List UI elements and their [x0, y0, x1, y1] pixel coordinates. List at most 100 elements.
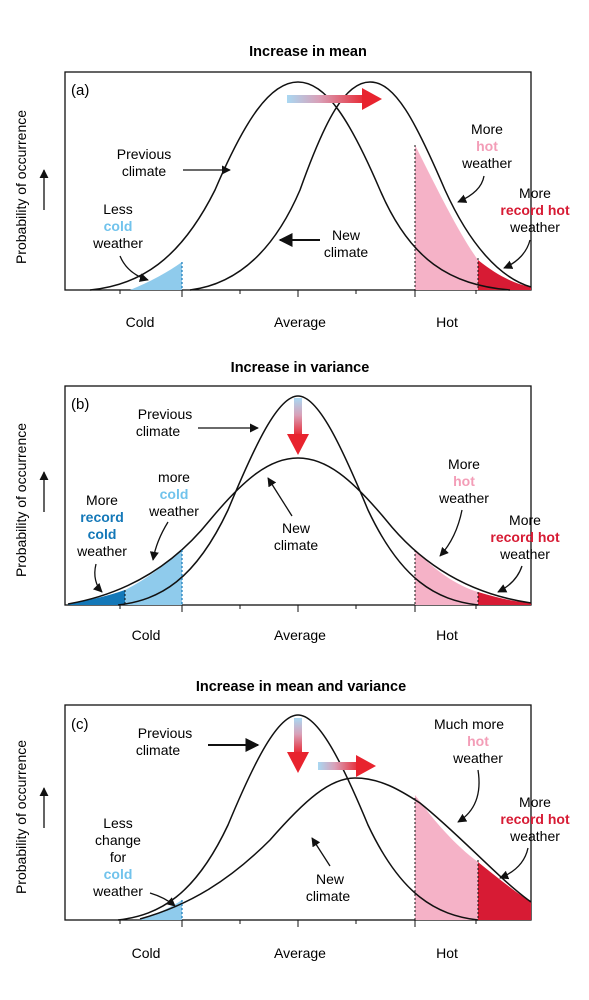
svg-text:More: More: [471, 121, 503, 137]
variance-arrow-head: [287, 752, 309, 773]
tick-label-hot: Hot: [436, 945, 458, 961]
new-climate-pointer: [267, 477, 293, 517]
less-change-cold-label: Less change for cold weather: [92, 815, 143, 899]
new-climate-curve: [189, 81, 532, 291]
svg-text:record: record: [80, 509, 124, 525]
tick-label-hot: Hot: [436, 627, 458, 643]
previous-climate-curve: [117, 395, 479, 606]
svg-text:More: More: [86, 492, 118, 508]
svg-text:Much more: Much more: [434, 716, 504, 732]
record-hot-label: More record hot weather: [490, 512, 560, 562]
svg-text:climate: climate: [324, 244, 369, 260]
panel-title: Increase in mean and variance: [196, 679, 406, 695]
svg-text:hot: hot: [467, 733, 489, 749]
svg-text:cold: cold: [104, 866, 133, 882]
svg-text:New: New: [332, 227, 361, 243]
svg-text:climate: climate: [136, 423, 181, 439]
panel-c: Increase in mean and variance (c) Previo…: [13, 679, 570, 961]
svg-text:more: more: [158, 469, 190, 485]
record-hot-region: [478, 260, 531, 290]
svg-text:New: New: [282, 520, 311, 536]
x-ticks: [119, 290, 477, 297]
svg-text:hot: hot: [476, 138, 498, 154]
more-hot-region: [415, 550, 478, 605]
record-cold-region: [68, 590, 125, 605]
panel-tag: (b): [71, 396, 89, 413]
svg-text:More: More: [509, 512, 541, 528]
more-hot-region: [415, 145, 478, 290]
y-axis-label: Probability of occurrence: [13, 423, 29, 577]
less-cold-label: Less cold weather: [92, 201, 143, 251]
svg-text:weather: weather: [452, 750, 503, 766]
svg-text:Less: Less: [103, 201, 133, 217]
svg-text:weather: weather: [438, 490, 489, 506]
svg-text:change: change: [95, 832, 141, 848]
less-cold-region: [130, 262, 182, 290]
panel-title: Increase in variance: [231, 360, 370, 376]
record-hot-label: More record hot weather: [500, 794, 570, 844]
panel-a: Increase in mean (a) Previous climate Ne…: [13, 44, 570, 330]
svg-text:weather: weather: [76, 543, 127, 559]
much-more-hot-region: [415, 795, 478, 920]
shift-arrow-head: [356, 755, 376, 777]
x-ticks: [119, 920, 477, 927]
svg-text:cold: cold: [160, 486, 189, 502]
record-hot-pointer: [497, 565, 523, 593]
previous-climate-label: Previous climate: [136, 406, 192, 439]
svg-text:Previous: Previous: [138, 725, 192, 741]
tick-label-cold: Cold: [126, 314, 155, 330]
tick-label-cold: Cold: [132, 627, 161, 643]
more-cold-region: [125, 550, 182, 605]
y-axis-label: Probability of occurrence: [13, 110, 29, 264]
more-hot-label: More hot weather: [438, 456, 489, 506]
svg-text:hot: hot: [453, 473, 475, 489]
new-climate-label: New climate: [306, 871, 351, 904]
variance-arrow-shaft: [294, 398, 302, 436]
more-hot-pointer: [457, 175, 485, 203]
svg-text:New: New: [316, 871, 345, 887]
svg-text:cold: cold: [88, 526, 117, 542]
previous-climate-label: Previous climate: [117, 146, 171, 179]
new-climate-label: New climate: [274, 520, 319, 553]
svg-text:weather: weather: [461, 155, 512, 171]
much-more-hot-label: Much more hot weather: [434, 716, 504, 766]
svg-text:Previous: Previous: [138, 406, 192, 422]
new-climate-pointer: [311, 837, 331, 867]
variance-arrow-head: [287, 434, 309, 455]
tick-label-cold: Cold: [132, 945, 161, 961]
panel-tag: (a): [71, 82, 89, 99]
record-cold-label: More record cold weather: [76, 492, 127, 559]
svg-text:weather: weather: [499, 546, 550, 562]
less-change-cold-region: [140, 900, 182, 920]
tick-label-average: Average: [274, 314, 326, 330]
shift-arrow-head: [362, 88, 382, 110]
svg-text:climate: climate: [122, 163, 167, 179]
new-climate-label: New climate: [324, 227, 369, 260]
less-cold-pointer: [119, 255, 149, 282]
much-more-hot-pointer: [457, 769, 480, 823]
record-hot-label: More record hot weather: [500, 185, 570, 235]
record-cold-pointer: [92, 563, 103, 593]
record-hot-pointer: [503, 239, 531, 269]
svg-text:weather: weather: [92, 883, 143, 899]
svg-text:cold: cold: [104, 218, 133, 234]
panel-b: Increase in variance (b) Previous climat…: [13, 360, 560, 643]
svg-text:More: More: [519, 185, 551, 201]
svg-text:climate: climate: [306, 888, 351, 904]
shift-arrow-shaft: [287, 95, 367, 103]
svg-text:climate: climate: [274, 537, 319, 553]
panel-tag: (c): [71, 716, 89, 733]
svg-text:record hot: record hot: [490, 529, 560, 545]
more-hot-pointer: [439, 509, 463, 557]
record-hot-region: [478, 862, 531, 920]
svg-text:Previous: Previous: [117, 146, 171, 162]
tick-label-average: Average: [274, 627, 326, 643]
previous-climate-curve: [117, 714, 479, 921]
y-axis-label: Probability of occurrence: [13, 740, 29, 894]
new-climate-curve: [67, 457, 532, 605]
tick-label-average: Average: [274, 945, 326, 961]
svg-text:for: for: [110, 849, 127, 865]
variance-arrow-shaft: [294, 718, 302, 754]
svg-text:More: More: [448, 456, 480, 472]
